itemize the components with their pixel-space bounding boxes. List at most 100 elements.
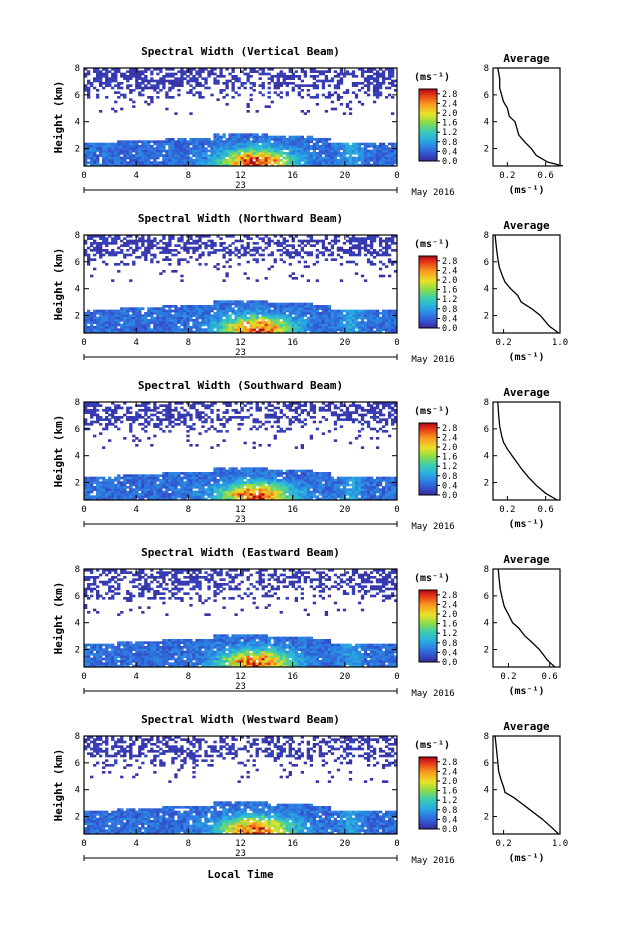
y-tick-label: 8 — [75, 565, 80, 575]
profile-frame — [492, 67, 561, 167]
y-tick-label: 8 — [75, 64, 80, 74]
profile-y-tick-label: 4 — [484, 452, 489, 462]
x-tick-label: 8 — [186, 672, 191, 682]
panel-title: Spectral Width (Southward Beam) — [138, 379, 343, 392]
y-tick-label: 6 — [75, 91, 80, 101]
x-tick-label: 4 — [133, 505, 138, 515]
y-tick-label: 6 — [75, 258, 80, 268]
colorbar-frame — [418, 756, 438, 830]
colorbar: 0.00.40.81.21.62.02.42.8 — [418, 589, 457, 668]
colorbar-tick-label: 1.6 — [442, 286, 457, 296]
colorbar: 0.00.40.81.21.62.02.42.8 — [418, 255, 457, 334]
profile-title: Average — [503, 386, 550, 399]
x-tick-label: 16 — [287, 839, 298, 849]
x-tick-label: 12 — [235, 839, 246, 849]
profile-x-label: (ms⁻¹) — [508, 352, 544, 363]
y-tick-label: 4 — [75, 452, 80, 462]
profile-x-tick-label: 0.2 — [500, 672, 516, 682]
profile-y-tick-label: 4 — [484, 619, 489, 629]
x-tick-label: 20 — [339, 505, 350, 515]
x-tick-label: 0 — [81, 672, 86, 682]
date-label: May 2016 — [411, 522, 454, 532]
day-label: 23 — [235, 348, 246, 358]
colorbar-tick-label: 2.0 — [442, 109, 457, 119]
colorbar-unit: (ms⁻¹) — [414, 72, 450, 83]
profile-line — [494, 234, 559, 334]
x-tick-label: 8 — [186, 171, 191, 181]
colorbar-tick-label: 0.4 — [442, 481, 457, 491]
colorbar-tick-label: 1.6 — [442, 620, 457, 630]
profile-x-tick-label: 1.0 — [552, 338, 568, 348]
profile-title: Average — [503, 553, 550, 566]
profile-frame — [492, 568, 561, 668]
heatmap-field — [84, 402, 398, 501]
colorbar: 0.00.40.81.21.62.02.42.8 — [418, 422, 457, 501]
x-tick-label: 12 — [235, 338, 246, 348]
x-tick-label: 20 — [339, 171, 350, 181]
x-tick-label: 0 — [81, 839, 86, 849]
profile-x-label: (ms⁻¹) — [508, 686, 544, 697]
x-tick-label: 0 — [81, 171, 86, 181]
profile-y-tick-label: 6 — [484, 258, 489, 268]
x-tick-label: 12 — [235, 672, 246, 682]
y-tick-label: 6 — [75, 759, 80, 769]
colorbar-tick-label: 0.8 — [442, 138, 457, 148]
colorbar-unit: (ms⁻¹) — [414, 573, 450, 584]
panel-title: Spectral Width (Northward Beam) — [138, 212, 343, 225]
y-axis-label: Height (km) — [52, 749, 65, 822]
x-tick-label: 0 — [394, 505, 399, 515]
x-tick-label: 8 — [186, 338, 191, 348]
day-label: 23 — [235, 682, 246, 692]
profile-y-tick-label: 6 — [484, 91, 489, 101]
profile-y-tick-label: 2 — [484, 479, 489, 489]
colorbar-tick-label: 0.0 — [442, 157, 457, 167]
profile-line — [494, 735, 560, 835]
colorbar: 0.00.40.81.21.62.02.42.8 — [418, 756, 457, 835]
average-profile: Average 2 4 6 8 0.2 1.0 (ms⁻¹) — [484, 219, 569, 363]
colorbar-tick-label: 0.0 — [442, 825, 457, 835]
profile-y-tick-label: 2 — [484, 646, 489, 656]
colorbar-tick-label: 2.4 — [442, 433, 457, 443]
colorbar-tick-label: 2.0 — [442, 443, 457, 453]
x-tick-label: 0 — [81, 505, 86, 515]
y-tick-label: 2 — [75, 312, 80, 322]
heatmap-field — [84, 736, 398, 835]
colorbar-tick-label: 0.8 — [442, 472, 457, 482]
y-tick-label: 6 — [75, 592, 80, 602]
profile-y-tick-label: 8 — [484, 64, 489, 74]
heatmap-field — [84, 569, 398, 668]
panel-3: Spectral Width (Eastward Beam) 2 4 6 8 Height… — [52, 546, 561, 699]
colorbar-tick-label: 0.4 — [442, 314, 457, 324]
panel-title: Spectral Width (Westward Beam) — [141, 713, 340, 726]
y-tick-label: 2 — [75, 145, 80, 155]
profile-x-tick-label: 0.6 — [538, 171, 554, 181]
x-tick-label: 4 — [133, 839, 138, 849]
colorbar-tick-label: 0.8 — [442, 806, 457, 816]
profile-x-tick-label: 0.6 — [542, 672, 558, 682]
date-label: May 2016 — [411, 355, 454, 365]
colorbar-tick-label: 1.6 — [442, 453, 457, 463]
x-tick-label: 8 — [186, 505, 191, 515]
profile-y-tick-label: 6 — [484, 425, 489, 435]
profile-y-tick-label: 4 — [484, 285, 489, 295]
y-tick-label: 8 — [75, 231, 80, 241]
profile-frame — [492, 401, 561, 501]
heatmap-field — [84, 68, 398, 167]
x-tick-label: 0 — [394, 839, 399, 849]
colorbar-tick-label: 2.4 — [442, 767, 457, 777]
profile-x-tick-label: 0.2 — [499, 171, 515, 181]
x-tick-label: 0 — [394, 338, 399, 348]
colorbar-tick-label: 0.4 — [442, 147, 457, 157]
date-label: May 2016 — [411, 689, 454, 699]
colorbar-frame — [418, 255, 438, 329]
profile-line — [497, 401, 558, 501]
average-profile: Average 2 4 6 8 0.2 0.6 (ms⁻¹) — [484, 52, 564, 196]
average-profile: Average 2 4 6 8 0.2 1.0 (ms⁻¹) — [484, 720, 569, 864]
y-tick-label: 8 — [75, 732, 80, 742]
colorbar-unit: (ms⁻¹) — [414, 740, 450, 751]
colorbar-tick-label: 2.0 — [442, 276, 457, 286]
colorbar-tick-label: 0.4 — [442, 648, 457, 658]
colorbar-tick-label: 0.8 — [442, 639, 457, 649]
colorbar-frame — [418, 88, 438, 162]
